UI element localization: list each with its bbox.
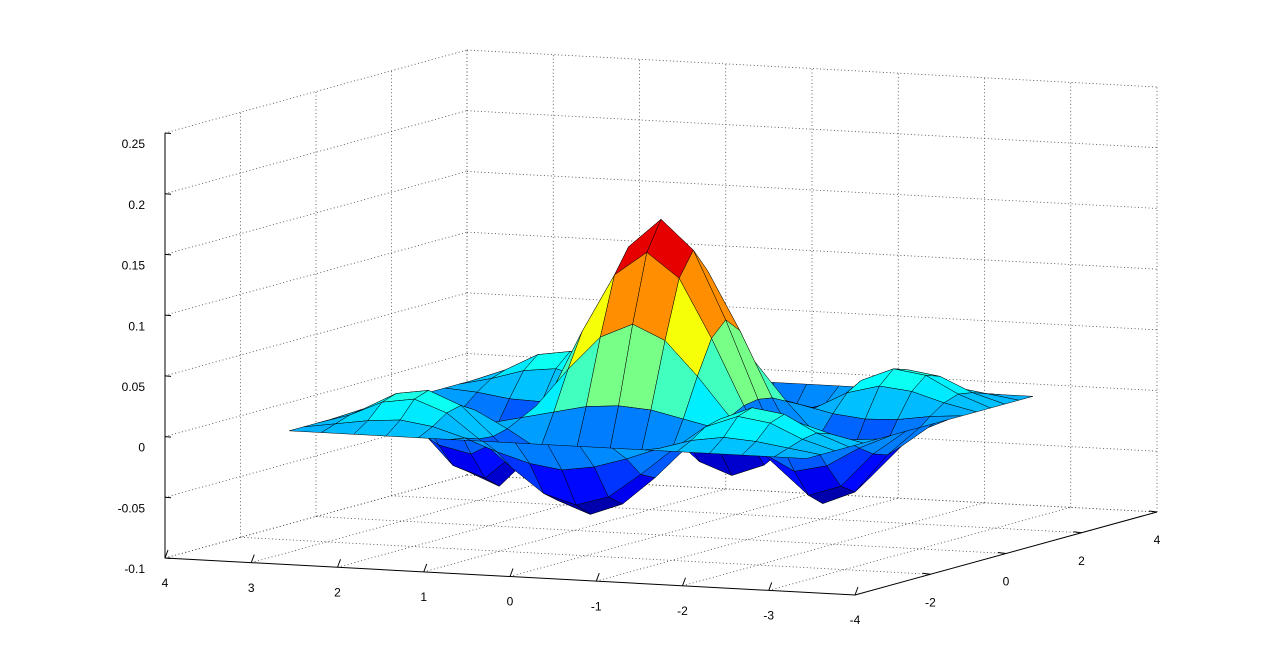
tick-mark bbox=[164, 253, 172, 256]
x-tick-label: -4 bbox=[850, 613, 861, 627]
tick-mark bbox=[595, 572, 600, 582]
x-tick-label: 2 bbox=[334, 585, 341, 599]
x-tick-label: 0 bbox=[507, 595, 514, 609]
z-tick-label: 0 bbox=[138, 441, 145, 455]
tick-mark bbox=[164, 314, 172, 317]
tick-mark bbox=[164, 436, 172, 438]
y-tick-label: 0 bbox=[1003, 575, 1010, 589]
axis-line bbox=[164, 133, 1158, 596]
tick-mark bbox=[164, 375, 172, 377]
tick-mark bbox=[1073, 531, 1082, 534]
x-tick-label: 1 bbox=[420, 590, 427, 604]
tick-mark bbox=[1148, 510, 1158, 513]
tick-mark bbox=[337, 559, 341, 568]
z-tick-label: -0.1 bbox=[124, 562, 145, 576]
z-tick-label: 0.2 bbox=[128, 198, 145, 212]
z-tick-label: 0.25 bbox=[122, 137, 146, 151]
tick-mark bbox=[997, 552, 1007, 554]
tick-mark bbox=[164, 193, 172, 195]
tick-mark bbox=[250, 554, 255, 563]
z-tick-label: 0.1 bbox=[128, 319, 145, 333]
z-tick-label: 0.15 bbox=[122, 259, 146, 273]
tick-mark bbox=[164, 132, 172, 134]
surface-patch bbox=[773, 447, 821, 459]
tick-mark bbox=[854, 586, 859, 596]
tick-mark bbox=[768, 582, 773, 591]
tick-mark bbox=[682, 577, 686, 586]
tick-mark bbox=[922, 572, 931, 575]
z-tick-label: -0.05 bbox=[118, 501, 146, 515]
x-tick-label: -1 bbox=[591, 599, 602, 613]
tick-mark bbox=[164, 496, 172, 499]
tick-mark bbox=[423, 563, 428, 573]
x-tick-label: -2 bbox=[677, 604, 688, 618]
x-tick-label: -3 bbox=[763, 609, 774, 623]
y-tick-label: -2 bbox=[925, 595, 936, 609]
z-tick-label: 0.05 bbox=[122, 380, 146, 394]
y-tick-label: 4 bbox=[1154, 533, 1161, 547]
tick-mark bbox=[509, 568, 514, 577]
y-tick-label: 2 bbox=[1078, 554, 1085, 568]
x-tick-label: 3 bbox=[248, 581, 255, 595]
x-tick-label: 4 bbox=[162, 576, 169, 590]
